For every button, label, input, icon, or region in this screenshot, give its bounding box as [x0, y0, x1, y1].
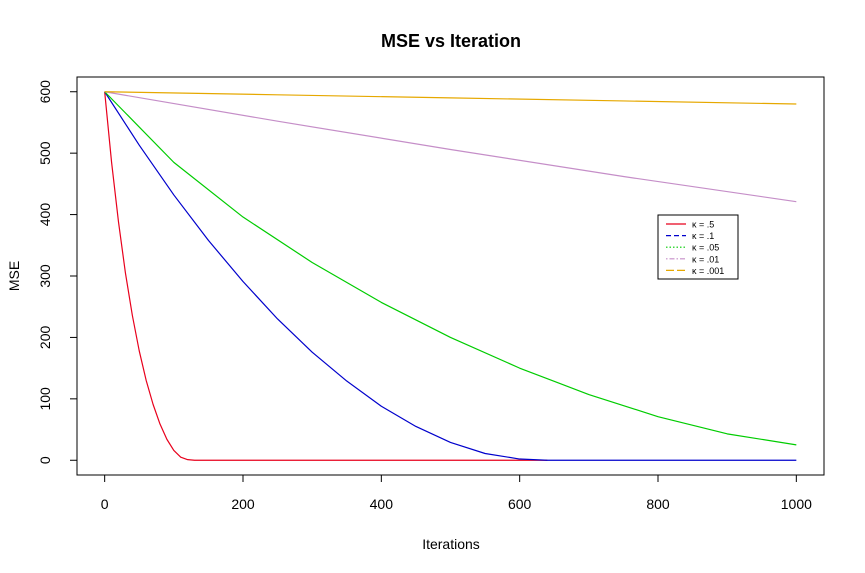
- y-tick-label: 200: [37, 326, 53, 350]
- y-tick-label: 0: [37, 456, 53, 464]
- legend-box: [657, 214, 739, 280]
- axes: 0 200 400 600 800 1000 0 100 200 300 400 500 600: [37, 80, 812, 512]
- series-line-1: [104, 91, 797, 461]
- legend: κ = .5κ = .1 κ = .05κ = .01 κ = .001: [657, 214, 739, 280]
- x-tick-label: 800: [646, 496, 670, 512]
- legend-label: κ = .05: [692, 243, 719, 253]
- x-tick-label: 0: [101, 496, 109, 512]
- series-line-0: [104, 91, 548, 461]
- y-tick-label: 100: [37, 387, 53, 411]
- y-axis-label: MSE: [6, 261, 22, 291]
- series-line-2: [104, 91, 797, 446]
- x-axis-label: Iterations: [422, 536, 480, 552]
- legend-label: κ = .5: [692, 220, 714, 230]
- chart-title: MSE vs Iteration: [381, 31, 521, 51]
- series-line-4: [104, 91, 797, 105]
- y-tick-label: 400: [37, 203, 53, 227]
- x-tick-label: 200: [231, 496, 255, 512]
- legend-label: κ = .01: [692, 254, 719, 264]
- legend-label: κ = .001: [692, 266, 724, 276]
- series-line-3: [104, 91, 797, 203]
- y-tick-label: 300: [37, 264, 53, 288]
- y-tick-label: 500: [37, 141, 53, 165]
- x-tick-label: 400: [370, 496, 394, 512]
- series-lines: [104, 91, 797, 461]
- y-tick-label: 600: [37, 80, 53, 104]
- legend-label: κ = .1: [692, 231, 714, 241]
- x-tick-label: 1000: [781, 496, 812, 512]
- x-tick-label: 600: [508, 496, 532, 512]
